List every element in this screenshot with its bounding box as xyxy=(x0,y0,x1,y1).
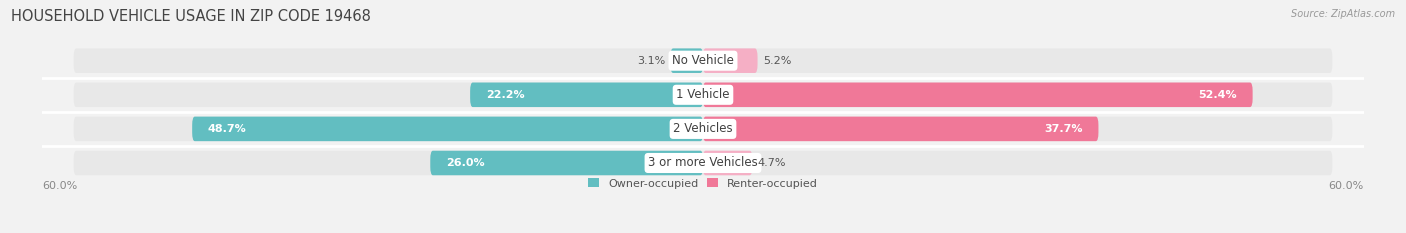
Text: 3.1%: 3.1% xyxy=(637,56,665,66)
FancyBboxPatch shape xyxy=(470,82,703,107)
Text: 1 Vehicle: 1 Vehicle xyxy=(676,88,730,101)
FancyBboxPatch shape xyxy=(703,48,758,73)
FancyBboxPatch shape xyxy=(703,151,752,175)
FancyBboxPatch shape xyxy=(703,82,1253,107)
FancyBboxPatch shape xyxy=(73,48,1333,73)
Text: 3 or more Vehicles: 3 or more Vehicles xyxy=(648,157,758,169)
Text: 2 Vehicles: 2 Vehicles xyxy=(673,122,733,135)
Text: 22.2%: 22.2% xyxy=(486,90,524,100)
FancyBboxPatch shape xyxy=(671,48,703,73)
Legend: Owner-occupied, Renter-occupied: Owner-occupied, Renter-occupied xyxy=(583,174,823,193)
FancyBboxPatch shape xyxy=(73,151,1333,175)
Text: 60.0%: 60.0% xyxy=(1329,181,1364,191)
FancyBboxPatch shape xyxy=(73,116,1333,141)
Text: 26.0%: 26.0% xyxy=(446,158,485,168)
FancyBboxPatch shape xyxy=(193,116,703,141)
FancyBboxPatch shape xyxy=(73,82,1333,107)
Text: No Vehicle: No Vehicle xyxy=(672,54,734,67)
Text: Source: ZipAtlas.com: Source: ZipAtlas.com xyxy=(1291,9,1395,19)
Text: 5.2%: 5.2% xyxy=(763,56,792,66)
Text: 37.7%: 37.7% xyxy=(1045,124,1083,134)
Text: 60.0%: 60.0% xyxy=(42,181,77,191)
Text: 48.7%: 48.7% xyxy=(208,124,246,134)
Text: 52.4%: 52.4% xyxy=(1198,90,1237,100)
FancyBboxPatch shape xyxy=(703,116,1098,141)
Text: 4.7%: 4.7% xyxy=(758,158,786,168)
FancyBboxPatch shape xyxy=(430,151,703,175)
Text: HOUSEHOLD VEHICLE USAGE IN ZIP CODE 19468: HOUSEHOLD VEHICLE USAGE IN ZIP CODE 1946… xyxy=(11,9,371,24)
